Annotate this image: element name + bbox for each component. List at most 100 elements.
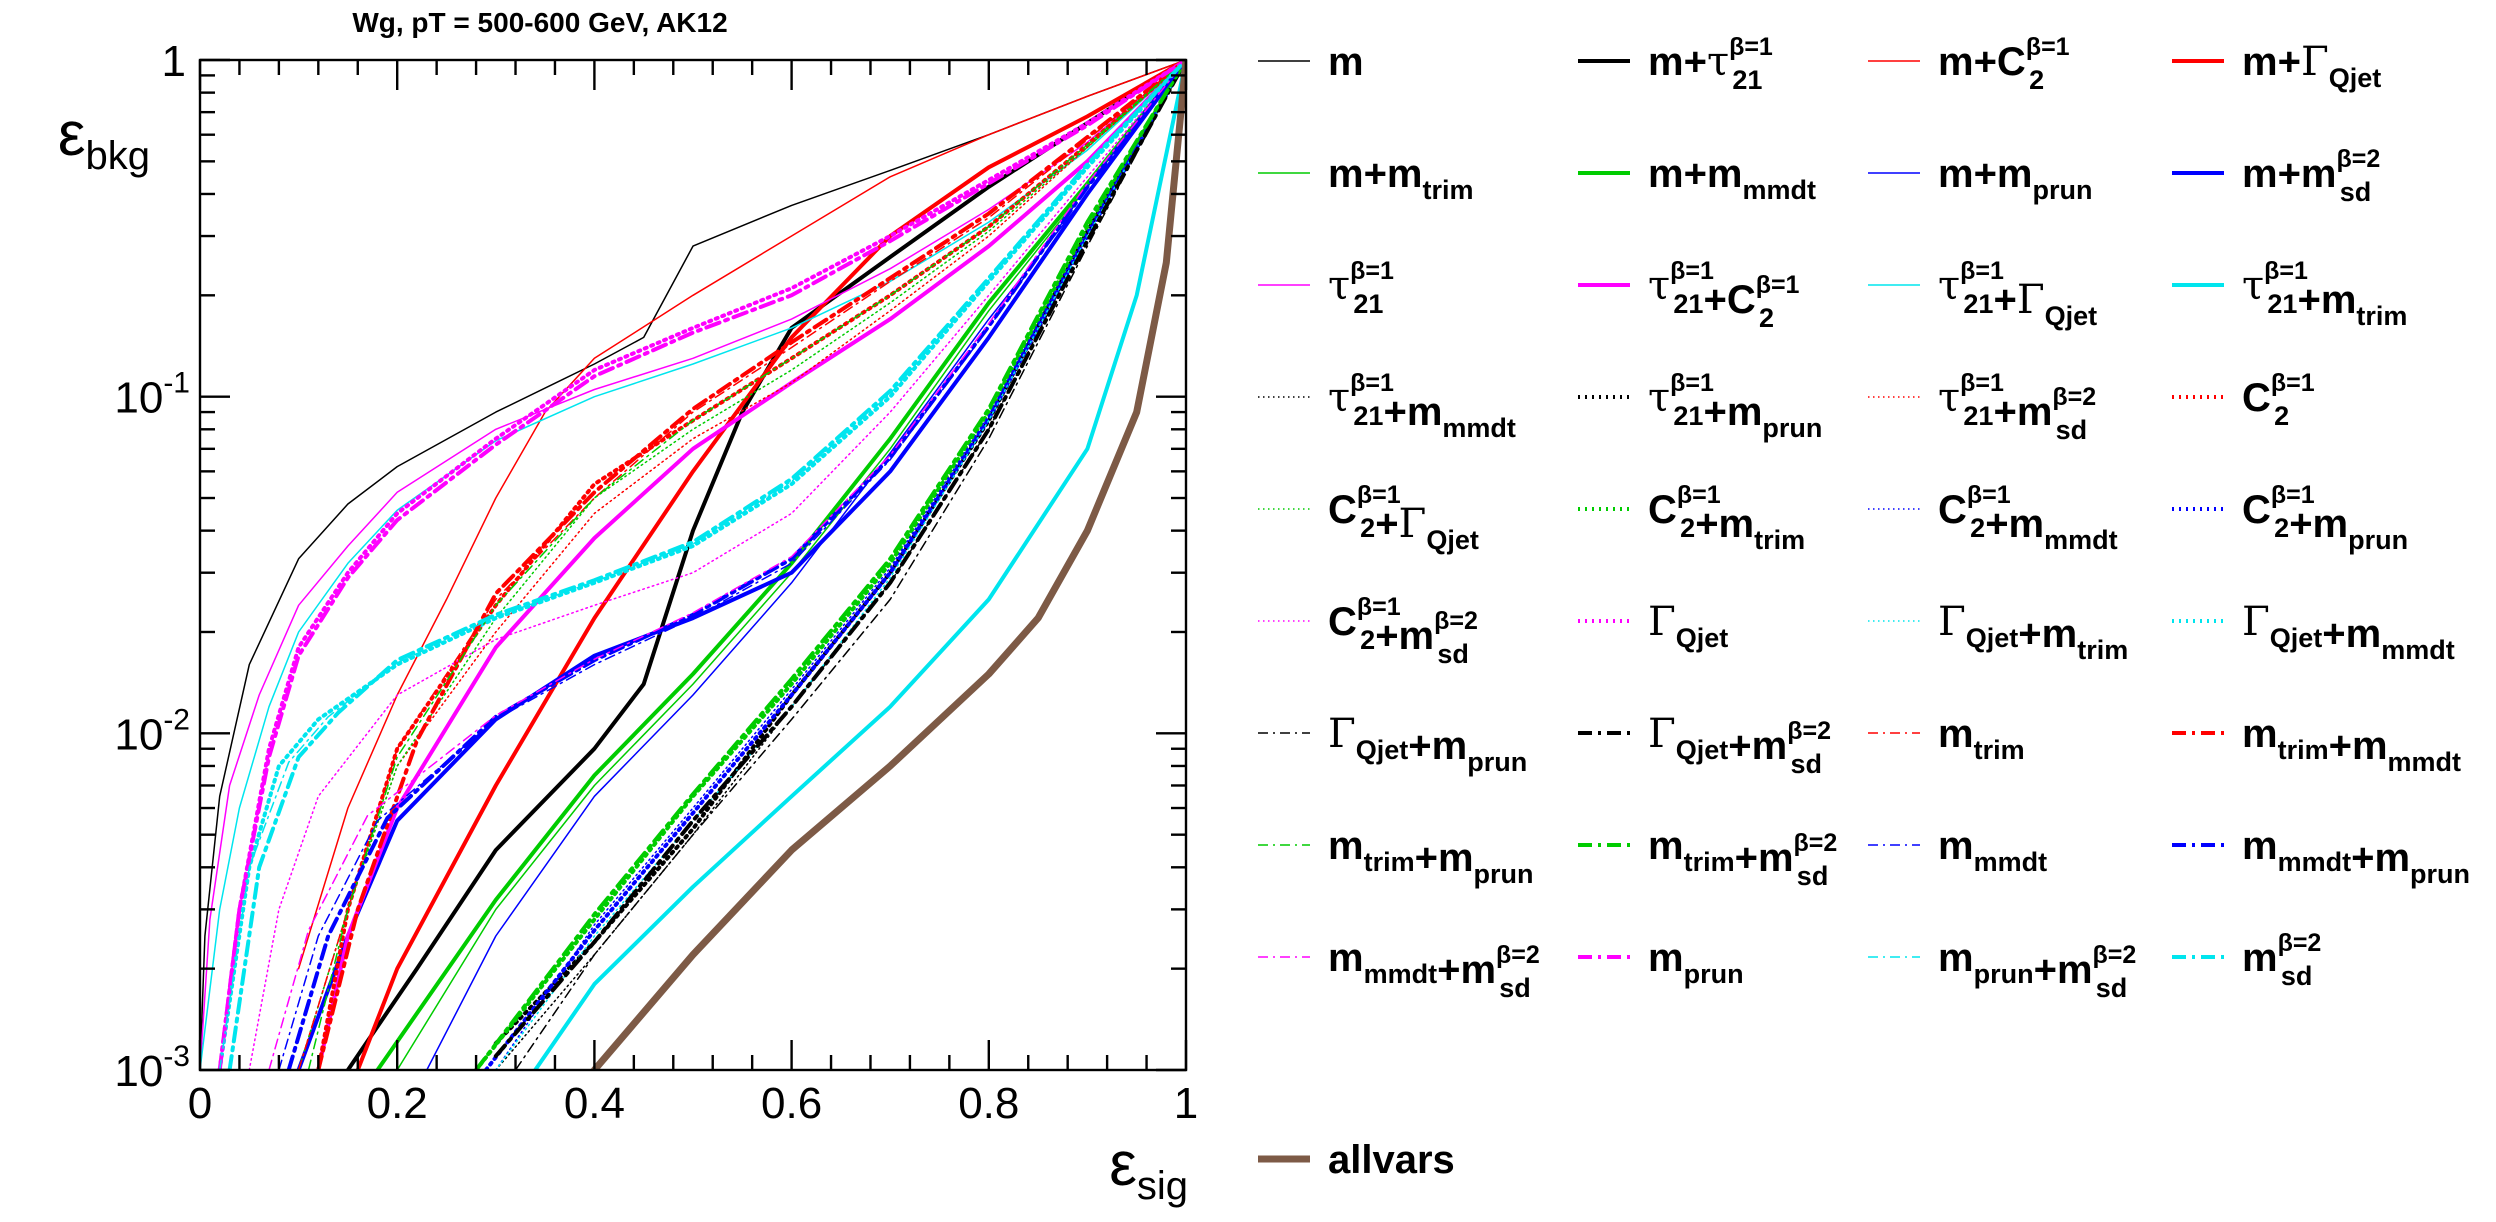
series-line-26 <box>297 60 1186 1070</box>
legend-label: mprun <box>1648 936 1744 989</box>
legend-label: τβ=1 21+ΓQjet <box>1938 257 2097 331</box>
legend-entry: m+mmmdt <box>1578 152 1816 205</box>
series-line-5 <box>375 60 1186 1070</box>
series-line-34 <box>218 60 1186 1070</box>
legend-entry: τβ=1 21+mtrim <box>2172 257 2407 331</box>
legend-label: Cβ=1 2+mtrim <box>1648 481 1805 555</box>
legend-label: mtrim+mβ=2 sd <box>1648 824 1837 891</box>
legend-label: m+ΓQjet <box>2242 39 2381 93</box>
legend-entry: mtrim <box>1868 712 2025 765</box>
legend-entry: mmmdt+mβ=2 sd <box>1258 936 1540 1003</box>
axes: 0 0.2 0.4 0.6 0.8 1 1 10-1 10-2 10-3 εsig εbkg <box>58 37 1198 1208</box>
legend-label: mtrim+mmmdt <box>2242 712 2461 777</box>
chart-title: Wg, pT = 500-600 GeV, AK12 <box>352 7 727 38</box>
legend-entry: τβ=1 21+mmmdt <box>1258 369 1516 443</box>
legend-label: mtrim <box>1938 712 2025 765</box>
legend-label: mprun+mβ=2 sd <box>1938 936 2136 1003</box>
legend-label: mtrim+mprun <box>1328 824 1534 889</box>
legend-entry: Cβ=1 2+mmmdt <box>1868 481 2118 555</box>
series-line-31 <box>286 60 1186 1070</box>
legend-entry: m+mprun <box>1868 152 2093 205</box>
series-line-17 <box>474 60 1186 1070</box>
legend-entry: ΓQjet+mprun <box>1258 711 1527 777</box>
series-line-20 <box>248 60 1186 1070</box>
series-line-33 <box>217 60 1186 1070</box>
series-line-18 <box>495 60 1186 1070</box>
legend-entry: Cβ=1 2+mprun <box>2172 481 2408 555</box>
legend-entry: m+ΓQjet <box>2172 39 2381 93</box>
legend-label: ΓQjet+mmmdt <box>2242 599 2455 665</box>
legend-label: m+mmmdt <box>1648 152 1816 205</box>
legend-label: Cβ=1 2+mmmdt <box>1938 481 2118 555</box>
legend-entry: mβ=2 sd <box>2172 929 2321 991</box>
legend-entry: τβ=1 21 <box>1258 257 1394 319</box>
legend-label: Cβ=1 2+mprun <box>2242 481 2408 555</box>
legend-label: mmmdt+mprun <box>2242 824 2470 889</box>
plot-area <box>200 60 1186 1070</box>
x-tick-label: 0.4 <box>564 1079 625 1128</box>
legend-entry: m+mβ=2 sd <box>2172 145 2380 207</box>
y-tick-label: 10-2 <box>114 703 190 759</box>
legend-entry: m+mtrim <box>1258 152 1474 205</box>
y-tick-label: 10-1 <box>114 367 190 423</box>
legend-entry: mmmdt+mprun <box>2172 824 2470 889</box>
legend-entry: Cβ=1 2 <box>2172 369 2315 431</box>
legend-entry: mprun+mβ=2 sd <box>1868 936 2136 1003</box>
legend-entry: m+Cβ=1 2 <box>1868 33 2070 95</box>
series-line-22 <box>495 60 1186 1070</box>
legend-label: m+Cβ=1 2 <box>1938 33 2070 95</box>
y-axis-label: εbkg <box>58 100 150 178</box>
legend-entry: mprun <box>1578 936 1744 989</box>
y-tick-label: 10-3 <box>114 1040 190 1096</box>
legend-label: τβ=1 21+Cβ=1 2 <box>1648 257 1800 333</box>
legend-entry: allvars <box>1258 1138 1455 1182</box>
legend-label: allvars <box>1328 1138 1455 1182</box>
x-tick-label: 1 <box>1174 1079 1198 1128</box>
series-line-35 <box>227 60 1186 1070</box>
legend-entry: τβ=1 21+mprun <box>1578 369 1822 443</box>
legend-label: ΓQjet+mβ=2 sd <box>1648 711 1831 779</box>
legend-entry: Cβ=1 2+mβ=2 sd <box>1258 593 1478 669</box>
legend-label: τβ=1 21 <box>1328 257 1394 319</box>
legend-entry: τβ=1 21+Cβ=1 2 <box>1578 257 1800 333</box>
x-tick-label: 0.2 <box>367 1079 428 1128</box>
series-line-29 <box>474 60 1186 1070</box>
legend: m m+τβ=1 21 m+Cβ=1 2 m+ΓQjet m+mtrim m+mmmdt m+m… <box>1258 33 2470 1182</box>
series-line-3 <box>355 60 1186 1070</box>
legend-label: ΓQjet+mprun <box>1328 711 1527 777</box>
legend-entry: Cβ=1 2+ΓQjet <box>1258 481 1479 555</box>
legend-entry: m+τβ=1 21 <box>1578 33 1773 95</box>
legend-label: τβ=1 21+mtrim <box>2242 257 2407 331</box>
legend-label: Cβ=1 2 <box>2242 369 2315 431</box>
legend-label: m+mβ=2 sd <box>2242 145 2380 207</box>
legend-entry: τβ=1 21+ΓQjet <box>1868 257 2097 331</box>
series-line-36 <box>590 60 1186 1070</box>
plot-frame <box>198 58 1188 1072</box>
series-line-32 <box>268 60 1186 1070</box>
legend-entry: mtrim+mβ=2 sd <box>1578 824 1837 891</box>
legend-label: τβ=1 21+mmmdt <box>1328 369 1516 443</box>
legend-entry: mmmdt <box>1868 824 2047 877</box>
series-line-0 <box>200 60 1186 1070</box>
x-axis-label: εsig <box>1109 1130 1188 1208</box>
legend-entry: mtrim+mmmdt <box>2172 712 2461 777</box>
legend-label: τβ=1 21+mβ=2 sd <box>1938 369 2096 445</box>
legend-label: τβ=1 21+mprun <box>1648 369 1822 443</box>
series-line-21 <box>217 60 1186 1070</box>
legend-label: m <box>1328 40 1364 84</box>
legend-entry: ΓQjet <box>1578 599 1728 653</box>
legend-entry: mtrim+mprun <box>1258 824 1534 889</box>
series-line-9 <box>316 60 1186 1070</box>
legend-label: mmmdt <box>1938 824 2047 877</box>
series-line-8 <box>200 60 1186 1070</box>
legend-entry: ΓQjet+mtrim <box>1868 599 2128 665</box>
series-line-25 <box>493 60 1186 1059</box>
x-tick-label: 0 <box>188 1079 212 1128</box>
series-line-11 <box>533 60 1186 1070</box>
series-line-28 <box>307 60 1186 1070</box>
series-line-1 <box>345 60 1186 1070</box>
legend-label: ΓQjet <box>1648 599 1728 653</box>
legend-entry: m <box>1258 40 1364 84</box>
